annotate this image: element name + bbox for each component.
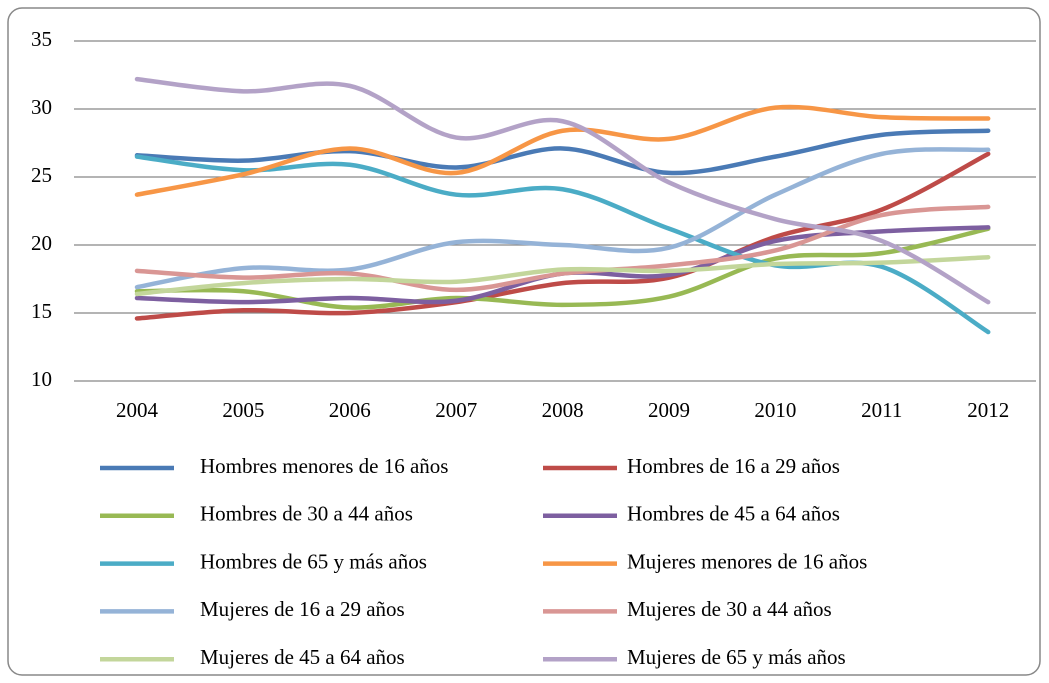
- y-tick-label: 25: [31, 163, 52, 187]
- legend-label: Hombres de 45 a 64 años: [627, 502, 840, 526]
- series-line: [134, 226, 991, 310]
- y-tick-label: 35: [31, 27, 52, 51]
- legend-label: Hombres de 16 a 29 años: [627, 454, 840, 478]
- legend-label: Hombres menores de 16 años: [200, 454, 448, 478]
- series-line: [134, 204, 991, 293]
- x-tick-label: 2006: [329, 398, 371, 422]
- x-tick-label: 2009: [648, 398, 690, 422]
- series-line: [134, 76, 991, 305]
- chart-frame: [7, 7, 1041, 676]
- legend-label: Mujeres de 16 a 29 años: [200, 597, 405, 621]
- series-line: [134, 254, 991, 297]
- x-tick-label: 2004: [116, 398, 159, 422]
- x-tick-label: 2008: [542, 398, 584, 422]
- x-tick-label: 2012: [967, 398, 1009, 422]
- legend-label: Hombres de 30 a 44 años: [200, 502, 413, 526]
- y-tick-label: 20: [31, 231, 52, 255]
- legend-label: Mujeres menores de 16 años: [627, 549, 867, 573]
- x-tick-label: 2010: [754, 398, 796, 422]
- legend-label: Mujeres de 30 a 44 años: [627, 597, 832, 621]
- y-tick-label: 30: [31, 95, 52, 119]
- x-tick-label: 2011: [861, 398, 902, 422]
- series-line: [134, 147, 991, 290]
- y-tick-label: 15: [31, 299, 52, 323]
- x-tick-label: 2005: [222, 398, 264, 422]
- series-line: [134, 104, 991, 197]
- series-line: [134, 151, 991, 321]
- legend-label: Mujeres de 45 a 64 años: [200, 645, 405, 669]
- series-line: [134, 128, 991, 176]
- legend-label: Hombres de 65 y más años: [200, 549, 427, 573]
- x-tick-label: 2007: [435, 398, 477, 422]
- y-tick-label: 10: [31, 367, 52, 391]
- legend-label: Mujeres de 65 y más años: [627, 645, 846, 669]
